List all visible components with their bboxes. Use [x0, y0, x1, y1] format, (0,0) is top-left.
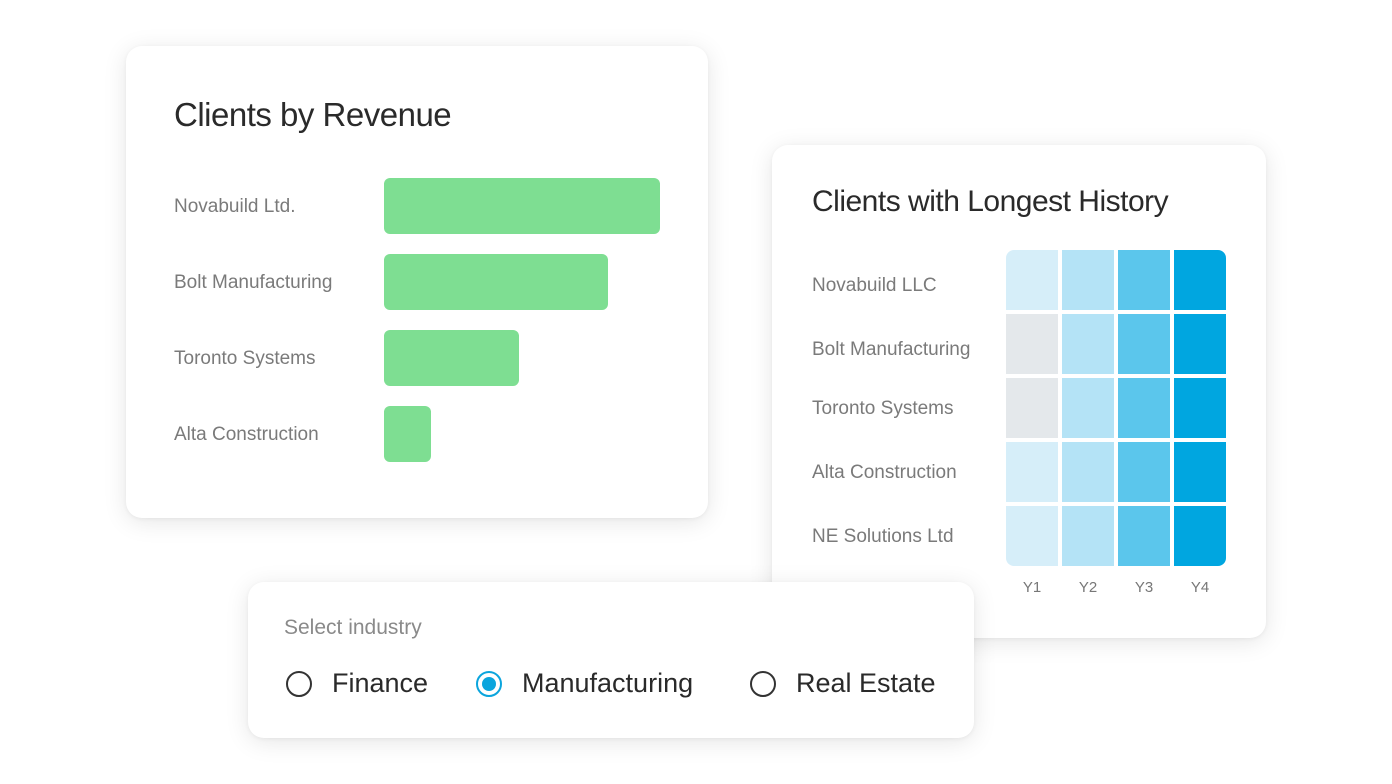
history-client-label: Alta Construction [812, 462, 957, 483]
history-client-label: NE Solutions Ltd [812, 526, 954, 547]
heatmap-cell [1062, 314, 1114, 374]
heatmap-cell [1006, 442, 1058, 502]
heatmap-cell [1174, 506, 1226, 566]
heatmap-cell [1062, 506, 1114, 566]
history-client-label: Novabuild LLC [812, 275, 937, 296]
radio-real-estate[interactable]: Real Estate [750, 668, 936, 699]
radio-circle-icon[interactable] [476, 670, 502, 697]
radio-manufacturing[interactable]: Manufacturing [476, 668, 693, 699]
heatmap-cell [1118, 250, 1170, 310]
heatmap-cell [1006, 314, 1058, 374]
heatmap-cell [1006, 250, 1058, 310]
revenue-bar [384, 178, 660, 234]
clients-by-revenue-card: Clients by Revenue Novabuild Ltd. Bolt M… [126, 46, 708, 518]
year-label: Y1 [1022, 579, 1042, 596]
industry-select-card: Select industry Finance Manufacturing Re… [248, 582, 974, 738]
heatmap-cell [1006, 378, 1058, 438]
heatmap-cell [1118, 378, 1170, 438]
heatmap-cell [1118, 506, 1170, 566]
revenue-bar [384, 254, 608, 310]
radio-finance[interactable]: Finance [286, 668, 428, 699]
heatmap-cell [1006, 506, 1058, 566]
history-client-label: Toronto Systems [812, 398, 954, 419]
radio-selected-dot-icon [482, 676, 496, 691]
radio-label: Manufacturing [522, 668, 694, 698]
client-label: Bolt Manufacturing [174, 272, 333, 293]
radio-label: Finance [332, 668, 429, 698]
heatmap-cell [1174, 250, 1226, 310]
heatmap-cell [1174, 314, 1226, 374]
heatmap-cell [1062, 250, 1114, 310]
year-label: Y3 [1134, 579, 1154, 596]
client-label: Novabuild Ltd. [174, 196, 296, 217]
heatmap-cell [1062, 378, 1114, 438]
year-label: Y2 [1078, 579, 1098, 596]
heatmap-cell [1118, 442, 1170, 502]
heatmap-cell [1174, 442, 1226, 502]
year-label: Y4 [1190, 579, 1210, 596]
revenue-card-title: Clients by Revenue [174, 96, 452, 133]
radio-circle-icon[interactable] [286, 670, 312, 697]
radio-circle-icon[interactable] [750, 670, 776, 697]
heatmap-cell [1174, 378, 1226, 438]
select-industry-label: Select industry [284, 616, 422, 639]
client-label: Alta Construction [174, 424, 319, 445]
history-card-title: Clients with Longest History [812, 185, 1169, 218]
revenue-bar [384, 406, 431, 462]
heatmap-cell [1062, 442, 1114, 502]
history-client-label: Bolt Manufacturing [812, 339, 971, 360]
client-label: Toronto Systems [174, 348, 316, 369]
radio-label: Real Estate [796, 668, 936, 698]
clients-history-card: Clients with Longest History Novabuild L… [772, 145, 1266, 638]
revenue-bar [384, 330, 520, 386]
heatmap-cell [1118, 314, 1170, 374]
